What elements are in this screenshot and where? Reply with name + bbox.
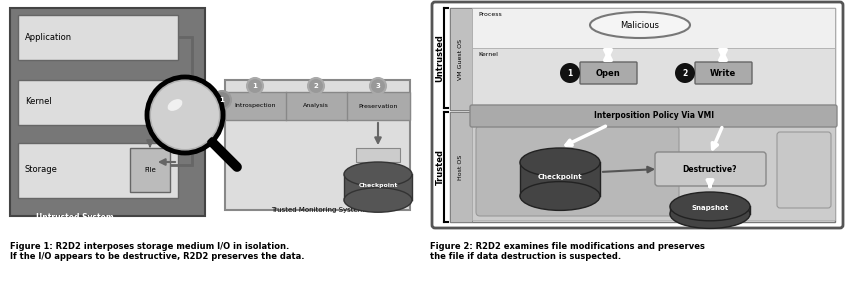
Text: Malicious: Malicious (620, 20, 660, 29)
Text: Storage: Storage (25, 166, 58, 175)
Ellipse shape (167, 99, 183, 111)
FancyBboxPatch shape (356, 148, 400, 162)
Text: 2: 2 (314, 83, 319, 89)
Ellipse shape (344, 162, 412, 187)
FancyBboxPatch shape (695, 62, 752, 84)
Ellipse shape (590, 12, 690, 38)
Text: 1: 1 (567, 68, 573, 77)
Text: Introspection: Introspection (235, 103, 275, 109)
Text: Figure 2: R2D2 examines file modifications and preserves
the file if data destru: Figure 2: R2D2 examines file modificatio… (430, 242, 705, 261)
Text: Host OS: Host OS (458, 154, 463, 180)
Text: Kernel: Kernel (25, 98, 52, 106)
Circle shape (560, 63, 580, 83)
FancyBboxPatch shape (476, 126, 679, 216)
Text: Checkpoint: Checkpoint (538, 174, 582, 180)
FancyBboxPatch shape (472, 8, 835, 48)
FancyBboxPatch shape (450, 8, 835, 110)
Circle shape (675, 63, 695, 83)
Ellipse shape (520, 182, 600, 210)
FancyBboxPatch shape (18, 80, 178, 125)
Text: Application: Application (25, 32, 72, 41)
FancyBboxPatch shape (670, 206, 750, 214)
Text: File: File (144, 167, 156, 173)
FancyBboxPatch shape (655, 152, 766, 186)
Text: Preservation Policy: Preservation Policy (505, 203, 564, 208)
Text: Figure 1: R2D2 interposes storage medium I/O in isolation.
If the I/O appears to: Figure 1: R2D2 interposes storage medium… (10, 242, 304, 261)
FancyBboxPatch shape (10, 8, 205, 216)
FancyBboxPatch shape (450, 112, 835, 222)
FancyBboxPatch shape (18, 143, 178, 198)
FancyBboxPatch shape (470, 105, 837, 127)
Text: Untrusted: Untrusted (435, 34, 445, 82)
FancyBboxPatch shape (130, 148, 170, 192)
Text: Analysis: Analysis (303, 103, 329, 109)
Circle shape (213, 91, 231, 109)
Text: Preservation: Preservation (359, 103, 398, 109)
FancyBboxPatch shape (225, 92, 410, 120)
Text: Snapshot: Snapshot (691, 205, 728, 211)
Text: Trusted: Trusted (435, 149, 445, 185)
FancyBboxPatch shape (472, 48, 835, 110)
Text: VMM: VMM (478, 118, 493, 123)
Text: 1: 1 (219, 97, 224, 103)
Text: VM Guest OS: VM Guest OS (458, 38, 463, 80)
Text: Process: Process (478, 12, 502, 17)
Text: Analysis
Policy: Analysis Policy (813, 160, 824, 183)
Circle shape (247, 78, 263, 94)
Text: Destructive?: Destructive? (683, 164, 737, 173)
Ellipse shape (520, 148, 600, 177)
FancyBboxPatch shape (450, 112, 472, 222)
Text: 1: 1 (252, 83, 258, 89)
FancyBboxPatch shape (344, 174, 412, 200)
Text: Interposition Policy Via VMI: Interposition Policy Via VMI (594, 112, 714, 121)
Text: Trusted Monitoring System: Trusted Monitoring System (271, 207, 365, 213)
FancyBboxPatch shape (450, 8, 472, 110)
Text: 2: 2 (683, 68, 688, 77)
Text: Write: Write (710, 68, 736, 77)
FancyBboxPatch shape (520, 162, 600, 196)
Ellipse shape (344, 188, 412, 212)
Ellipse shape (670, 192, 750, 221)
FancyBboxPatch shape (777, 132, 831, 208)
FancyBboxPatch shape (580, 62, 637, 84)
FancyBboxPatch shape (18, 15, 178, 60)
Ellipse shape (670, 200, 750, 228)
Circle shape (147, 77, 223, 153)
Text: 3: 3 (376, 83, 381, 89)
FancyBboxPatch shape (432, 2, 843, 228)
Text: Kernel: Kernel (478, 52, 498, 57)
Text: Untrusted System: Untrusted System (36, 213, 114, 222)
Text: Checkpoint: Checkpoint (359, 182, 398, 188)
FancyBboxPatch shape (472, 115, 835, 220)
Circle shape (308, 78, 324, 94)
FancyBboxPatch shape (225, 80, 410, 210)
Text: Open: Open (596, 68, 620, 77)
Circle shape (370, 78, 386, 94)
Circle shape (151, 81, 219, 149)
